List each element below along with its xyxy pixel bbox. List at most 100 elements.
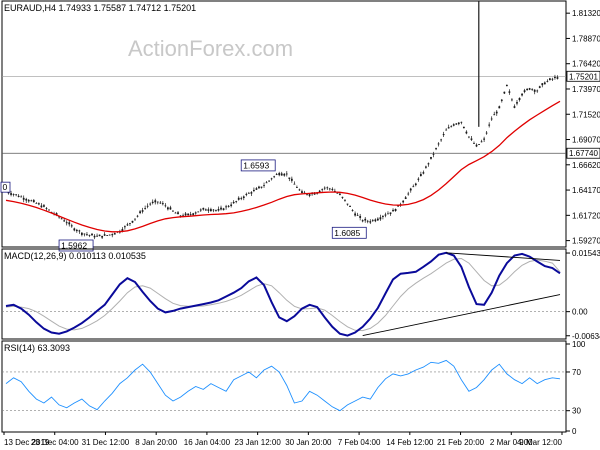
candle-body	[220, 207, 222, 210]
candle-body	[516, 102, 518, 104]
candle-body	[349, 206, 351, 207]
candle-body	[88, 234, 91, 236]
candle-body	[184, 213, 187, 216]
candle-body	[376, 218, 379, 221]
candle-body	[455, 123, 458, 125]
candle-body	[536, 90, 539, 92]
candle-body	[189, 214, 192, 215]
candle-body	[136, 215, 139, 217]
candle-body	[359, 216, 362, 218]
candle-body	[197, 211, 200, 213]
candle-body	[402, 200, 405, 203]
price-annotation-box	[240, 159, 276, 172]
candle-body	[232, 201, 235, 204]
candle-body	[60, 218, 63, 220]
candle-body	[556, 77, 559, 79]
candle-body	[98, 234, 101, 237]
rsi-y-label: 0	[572, 427, 577, 436]
candle-body	[91, 233, 93, 236]
candle-body	[442, 134, 445, 136]
price-annotation-box	[58, 239, 94, 252]
candle-body	[58, 216, 61, 218]
candle-body	[288, 177, 291, 179]
candle-body	[384, 214, 387, 216]
price-y-label: 1.66620	[572, 161, 600, 170]
candle-body	[445, 129, 448, 131]
candle-body	[339, 193, 341, 195]
macd-trendline-0	[362, 294, 561, 337]
candle-body	[55, 213, 58, 216]
candle-body	[204, 209, 207, 211]
candle-body	[450, 126, 453, 128]
candle-body	[169, 207, 172, 210]
price-y-label: 1.73970	[572, 85, 600, 94]
price-annotation-label: 1.5962	[61, 240, 87, 250]
candle-body	[15, 194, 18, 196]
price-y-label: 1.76420	[572, 60, 600, 69]
candle-body	[263, 185, 265, 186]
candle-body	[177, 212, 179, 215]
rsi-pane-title: RSI(14) 63.3093	[4, 343, 71, 353]
candle-body	[508, 91, 511, 93]
candle-body	[235, 201, 238, 202]
price-annotation-box	[331, 226, 367, 239]
candle-body	[212, 209, 215, 211]
candle-body	[485, 132, 488, 134]
x-tick-label: 8 Jan 20:00	[135, 438, 177, 447]
candle-body	[285, 173, 288, 175]
x-tick-label: 13 Dec 2019	[4, 438, 50, 447]
candle-body	[101, 235, 104, 238]
candle-body	[10, 193, 12, 195]
candle-body	[412, 186, 415, 188]
candle-body	[414, 183, 417, 186]
candle-body	[321, 189, 324, 191]
price-y-label: 1.71520	[572, 110, 600, 119]
price-y-label: 1.81320	[572, 9, 600, 18]
candle-body	[488, 124, 491, 126]
candle-body	[336, 192, 339, 194]
rsi-pane: 100 70 30 0	[1, 340, 586, 436]
candle-body	[30, 200, 33, 202]
candle-body	[86, 234, 88, 236]
candle-body	[371, 219, 374, 221]
candle-body	[103, 234, 106, 236]
price-y-label: 1.61720	[572, 211, 600, 220]
candle-body	[96, 235, 98, 237]
candle-body	[452, 124, 455, 126]
x-tick-label: 21 Feb 20:00	[437, 438, 485, 447]
rsi-y-label: 30	[572, 407, 581, 416]
candle-body	[280, 173, 283, 176]
candle-body	[70, 225, 73, 227]
rsi-y-label: 70	[572, 368, 581, 377]
candle-body	[270, 178, 273, 180]
candle-body	[298, 189, 301, 191]
candle-body	[533, 89, 536, 92]
price-frame	[1, 0, 567, 248]
candle-body	[548, 78, 551, 81]
candle-body	[470, 138, 473, 140]
candle-body	[468, 136, 470, 138]
candle-body	[528, 88, 531, 90]
candle-body	[293, 183, 296, 185]
candle-body	[202, 207, 205, 210]
price-annotation-label: 1.6593	[243, 160, 269, 170]
candle-body	[361, 220, 364, 222]
candle-body	[493, 114, 496, 116]
candle-body	[417, 178, 420, 180]
candle-body	[174, 212, 177, 214]
candle-body	[78, 230, 81, 232]
candle-body	[37, 203, 40, 205]
price-y-label: 1.69070	[572, 136, 600, 145]
candle-body	[25, 198, 28, 201]
candle-body	[139, 211, 141, 213]
candle-body	[364, 218, 367, 221]
candle-body	[227, 205, 230, 207]
candle-body	[551, 78, 554, 80]
candle-body	[65, 222, 68, 224]
x-tick-label: 23 Dec 04:00	[31, 438, 79, 447]
candle-body	[247, 192, 250, 194]
candle-body	[440, 139, 443, 141]
candle-body	[134, 218, 136, 220]
candle-body	[32, 200, 35, 203]
